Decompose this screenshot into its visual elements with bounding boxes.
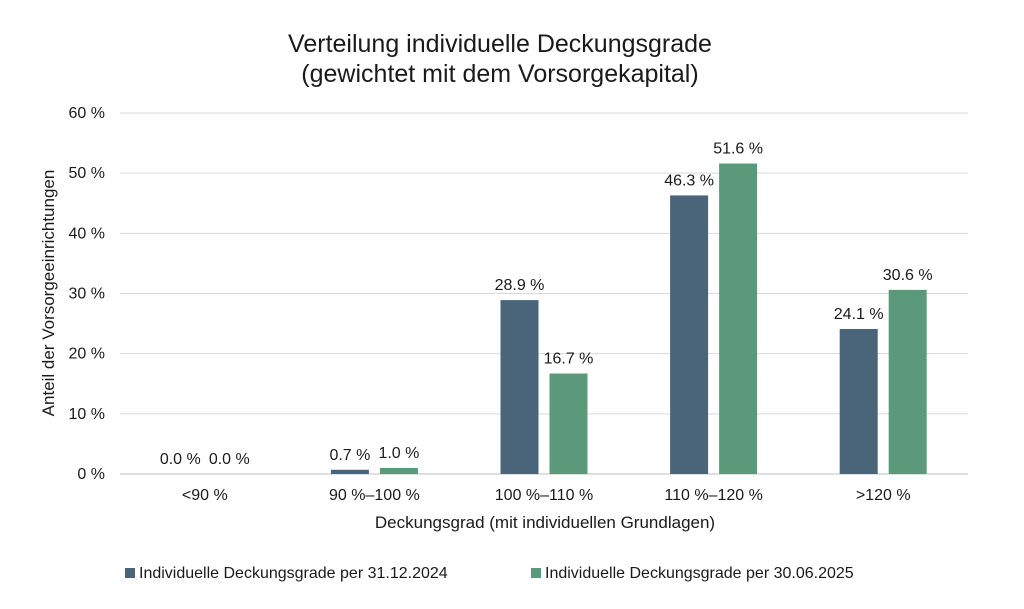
bar [670, 195, 709, 474]
y-tick-label: 30 % [69, 286, 105, 303]
x-tick-label: <90 % [182, 487, 228, 504]
data-label: 0.0 % [160, 451, 201, 468]
data-label: 28.9 % [495, 277, 545, 294]
data-label: 0.7 % [329, 447, 370, 464]
y-tick-label: 20 % [69, 346, 105, 363]
bar [888, 289, 927, 474]
y-tick-label: 0 % [77, 466, 105, 483]
bar [839, 328, 878, 474]
data-label: 46.3 % [664, 172, 714, 189]
x-tick-label: 110 %–120 % [664, 487, 762, 504]
bar [330, 469, 369, 474]
bar [500, 300, 539, 474]
gridlines [120, 112, 968, 475]
data-label: 30.6 % [883, 267, 933, 284]
y-tick-label: 50 % [69, 165, 105, 182]
bar [379, 467, 418, 474]
x-tick-label: >120 % [856, 487, 911, 504]
data-label: 24.1 % [834, 306, 884, 323]
bars [330, 163, 927, 475]
legend-swatch-2024 [125, 568, 135, 578]
legend-label-2024: Individuelle Deckungsgrade per 31.12.202… [139, 565, 448, 582]
x-tick-label: 90 %–100 % [329, 487, 420, 504]
y-axis-label: Anteil der Vorsorgeeinrichtungen [39, 170, 58, 417]
data-label: 16.7 % [544, 351, 594, 368]
data-label: 51.6 % [713, 141, 763, 158]
bar [549, 373, 588, 474]
y-axis-ticks: 0 % 10 % 20 % 30 % 40 % 50 % 60 % [69, 105, 105, 483]
chart-title-line-1: Verteilung individuelle Deckungsgrade [288, 30, 712, 58]
y-tick-label: 40 % [69, 225, 105, 242]
chart-title-line-2: (gewichtet mit dem Vorsorgekapital) [301, 60, 698, 88]
data-labels: 0.0 % 0.7 % 28.9 % 46.3 % 24.1 % 0.0 % 1.0 % 16… [160, 141, 933, 468]
legend: Individuelle Deckungsgrade per 31.12.202… [125, 565, 854, 582]
x-tick-label: 100 %–110 % [495, 487, 593, 504]
y-tick-label: 60 % [69, 105, 105, 122]
data-label: 0.0 % [209, 451, 250, 468]
bar [719, 163, 758, 475]
legend-swatch-2025 [531, 568, 541, 578]
data-label: 1.0 % [378, 445, 419, 462]
x-axis-ticks: <90 % 90 %–100 % 100 %–110 % 110 %–120 % >12… [182, 487, 911, 504]
y-tick-label: 10 % [69, 406, 105, 423]
x-axis-label: Deckungsgrad (mit individuellen Grundlag… [375, 513, 715, 532]
legend-label-2025: Individuelle Deckungsgrade per 30.06.202… [545, 565, 854, 582]
